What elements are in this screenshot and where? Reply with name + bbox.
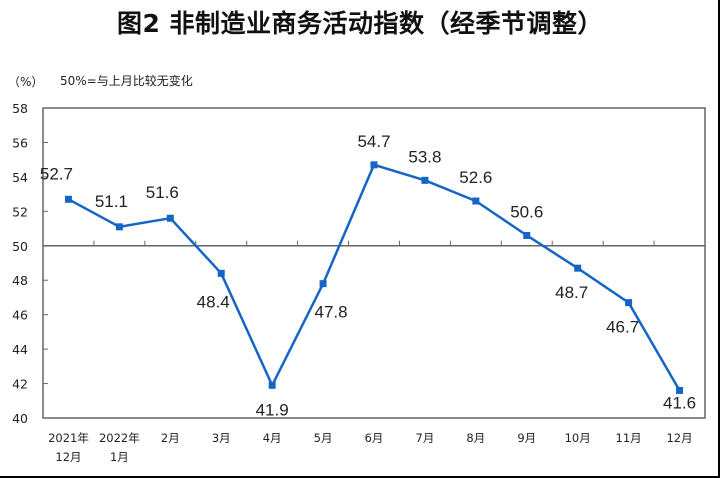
y-axis-unit-label: （%） bbox=[8, 75, 44, 89]
data-series bbox=[64, 161, 684, 394]
x-tick-label: 8月 bbox=[466, 431, 485, 445]
y-tick-label: 40 bbox=[12, 411, 28, 426]
data-point-marker bbox=[64, 195, 72, 203]
data-point-marker bbox=[370, 161, 378, 169]
y-tick-label: 56 bbox=[12, 135, 28, 150]
x-tick-label: 12月 bbox=[666, 431, 692, 445]
reference-note: 50%=与上月比较无变化 bbox=[60, 74, 193, 88]
x-tick-label: 2022年 1月 bbox=[99, 431, 140, 464]
data-label: 48.7 bbox=[555, 283, 588, 302]
data-label: 53.8 bbox=[408, 147, 441, 166]
y-tick-label: 48 bbox=[12, 273, 28, 288]
x-tick-label: 5月 bbox=[314, 431, 333, 445]
data-point-marker bbox=[625, 299, 633, 307]
x-axis: 2021年 12月 2022年 1月 2月 3月 4月 5月 6月 7月 8月 9月 10月 11月 12月 bbox=[48, 431, 693, 464]
data-label: 51.6 bbox=[146, 183, 179, 202]
data-point-marker bbox=[217, 269, 225, 277]
data-label: 52.6 bbox=[459, 168, 492, 187]
x-tick-label: 11月 bbox=[616, 431, 642, 445]
y-axis: 40 42 44 46 48 50 52 54 56 58 bbox=[12, 101, 48, 426]
data-label: 41.6 bbox=[663, 393, 696, 412]
data-label: 46.7 bbox=[606, 318, 639, 337]
data-label: 47.8 bbox=[315, 303, 348, 322]
data-label: 52.7 bbox=[40, 164, 73, 183]
data-point-marker bbox=[676, 386, 684, 394]
y-tick-label: 46 bbox=[12, 308, 28, 323]
data-point-marker bbox=[166, 214, 174, 222]
data-label: 48.4 bbox=[197, 292, 230, 311]
data-label: 54.7 bbox=[357, 132, 390, 151]
data-point-marker bbox=[268, 381, 276, 389]
x-tick-label: 6月 bbox=[365, 431, 384, 445]
x-tick-label: 9月 bbox=[517, 431, 536, 445]
x-tick-label: 2月 bbox=[161, 431, 180, 445]
y-tick-label: 58 bbox=[12, 101, 28, 116]
x-tick-label: 4月 bbox=[263, 431, 282, 445]
data-point-marker bbox=[472, 197, 480, 205]
data-point-marker bbox=[574, 264, 582, 272]
y-tick-label: 52 bbox=[12, 204, 28, 219]
x-tick-label: 10月 bbox=[565, 431, 591, 445]
chart-title: 图2 非制造业商务活动指数（经季节调整） bbox=[116, 9, 604, 38]
y-tick-label: 44 bbox=[12, 342, 28, 357]
y-tick-label: 54 bbox=[12, 170, 28, 185]
data-point-marker bbox=[523, 231, 531, 239]
x-tick-label: 7月 bbox=[416, 431, 435, 445]
data-label: 50.6 bbox=[510, 202, 543, 221]
data-point-marker bbox=[115, 223, 123, 231]
data-label: 41.9 bbox=[256, 400, 289, 419]
y-tick-label: 42 bbox=[12, 377, 28, 392]
data-label: 51.1 bbox=[95, 192, 128, 211]
reference-line-50 bbox=[43, 240, 705, 247]
plot-frame bbox=[42, 107, 706, 419]
x-tick-label: 2021年 12月 bbox=[48, 431, 89, 464]
data-point-marker bbox=[319, 280, 327, 288]
data-point-marker bbox=[421, 176, 429, 184]
data-labels: 52.7 51.1 51.6 48.4 41.9 47.8 54.7 53.8 52.6 50.6… bbox=[40, 132, 696, 419]
plot-area bbox=[42, 107, 706, 419]
y-tick-label: 50 bbox=[12, 239, 28, 254]
x-tick-label: 3月 bbox=[212, 431, 231, 445]
